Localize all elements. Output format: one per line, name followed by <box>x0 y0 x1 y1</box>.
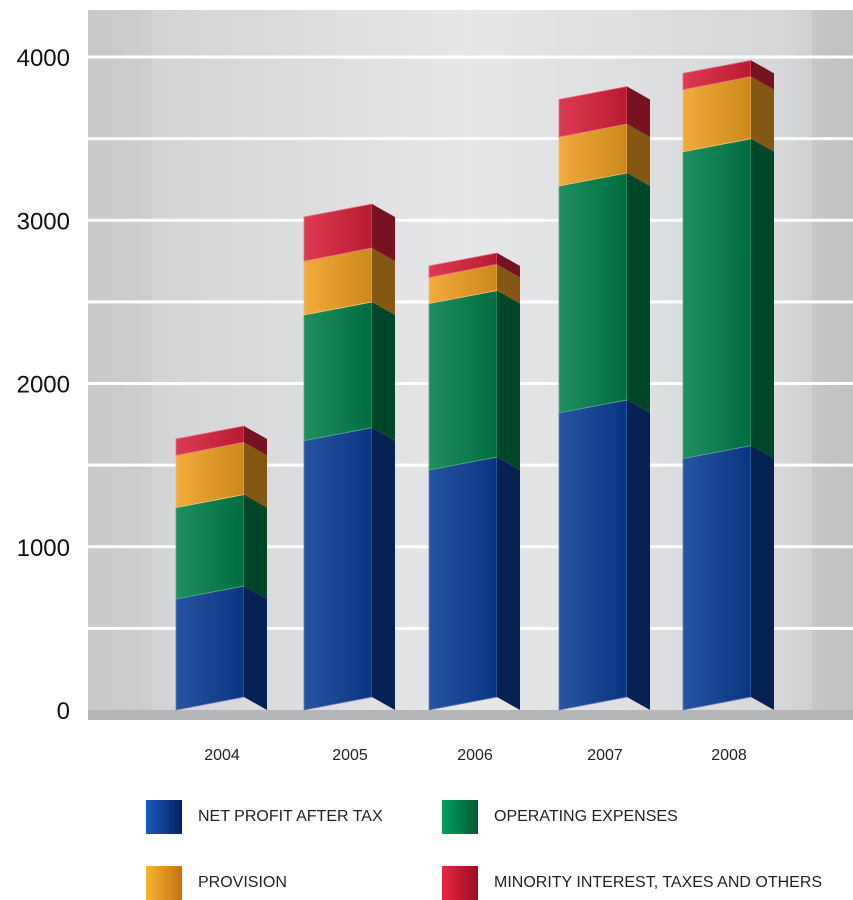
legend-label-minority-interest: MINORITY INTEREST, TAXES AND OTHERS <box>494 874 823 891</box>
legend-item-net-profit: NET PROFIT AFTER TAX <box>146 800 383 834</box>
x-tick-label: 2008 <box>711 747 747 764</box>
bar-provision-2005-side <box>372 248 395 315</box>
x-tick-label: 2004 <box>204 747 240 764</box>
legend-label-operating-expenses: OPERATING EXPENSES <box>494 808 678 825</box>
bar-operating-expenses-2008-side <box>751 138 774 459</box>
legend-swatch-net-profit <box>146 800 182 834</box>
bar-provision-2008-side <box>751 76 774 152</box>
bar-operating-expenses-2005-side <box>372 301 395 441</box>
y-tick-label: 4000 <box>17 45 70 72</box>
bar-operating-expenses-2005 <box>303 301 373 442</box>
legend-item-provision: PROVISION <box>146 866 287 900</box>
bar-provision-2004-side <box>244 442 267 508</box>
y-tick-label: 1000 <box>17 535 70 562</box>
plot-left-panel <box>88 10 152 720</box>
bar-net-profit-after-tax-2006 <box>428 456 498 711</box>
bar-net-profit-after-tax-2004 <box>175 585 245 711</box>
bar-operating-expenses-2007 <box>558 172 628 414</box>
bar-minority-interest-taxes-and-others-2006-side <box>497 252 520 278</box>
bar-net-profit-after-tax-2005 <box>303 427 373 711</box>
bar-minority-interest-taxes-and-others-2007-side <box>627 86 650 137</box>
bar-operating-expenses-2004 <box>175 494 245 600</box>
x-tick-label: 2007 <box>587 747 623 764</box>
bar-net-profit-after-tax-2007 <box>558 399 628 711</box>
bar-net-profit-after-tax-2004-side <box>244 585 267 710</box>
bar-minority-interest-taxes-and-others-2005-side <box>372 203 395 262</box>
x-tick-label: 2005 <box>332 747 368 764</box>
x-tick-label: 2006 <box>457 747 493 764</box>
legend-item-operating-expenses: OPERATING EXPENSES <box>442 800 678 834</box>
bar-minority-interest-taxes-and-others-2004-side <box>244 426 267 456</box>
bar-operating-expenses-2006-side <box>497 290 520 471</box>
legend-swatch-provision <box>146 866 182 900</box>
legend-item-minority-interest: MINORITY INTEREST, TAXES AND OTHERS <box>442 866 822 900</box>
bar-net-profit-after-tax-2008-side <box>751 445 774 710</box>
baseline <box>88 710 853 720</box>
bar-net-profit-after-tax-2005-side <box>372 427 395 710</box>
bar-provision-2006-side <box>497 264 520 304</box>
y-tick-label: 3000 <box>17 208 70 235</box>
bar-operating-expenses-2004-side <box>244 494 267 599</box>
bar-operating-expenses-2008 <box>682 138 752 460</box>
bar-operating-expenses-2007-side <box>627 172 650 413</box>
bar-net-profit-after-tax-2006-side <box>497 457 520 710</box>
bar-operating-expenses-2006 <box>428 290 498 471</box>
legend-swatch-operating-expenses <box>442 800 478 834</box>
legend-swatch-minority-interest <box>442 866 478 900</box>
legend-label-provision: PROVISION <box>198 874 287 891</box>
plot-right-panel <box>812 10 853 720</box>
bar-net-profit-after-tax-2008 <box>682 445 752 711</box>
bar-minority-interest-taxes-and-others-2008-side <box>751 60 774 90</box>
bar-provision-2007-side <box>627 123 650 186</box>
y-tick-label: 0 <box>57 698 70 725</box>
legend-label-net-profit: NET PROFIT AFTER TAX <box>198 808 383 825</box>
bar-net-profit-after-tax-2007-side <box>627 399 650 710</box>
y-tick-label: 2000 <box>17 372 70 399</box>
